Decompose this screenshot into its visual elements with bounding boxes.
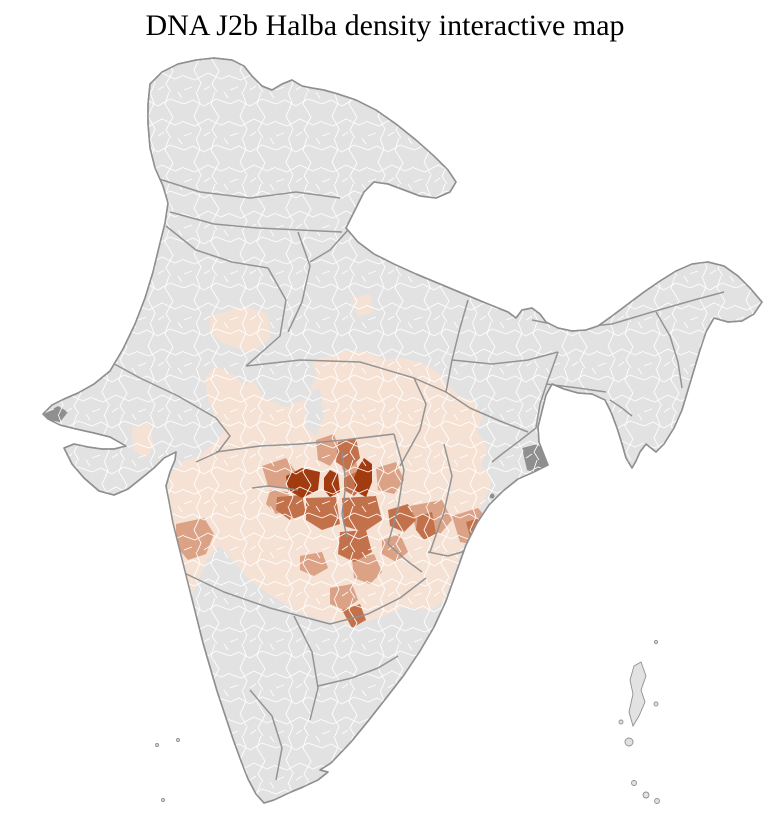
page-title: DNA J2b Halba density interactive map [145,9,625,42]
island-dot [155,743,159,747]
island-dot [618,719,624,725]
lakshadweep-islands [155,738,180,802]
island-dot [624,737,634,747]
india-outline [42,57,763,804]
island-dot [654,798,660,804]
andaman-island [628,661,647,728]
district-grid-overlay [43,58,762,803]
andaman-nicobar-islands [618,640,660,804]
state-borders [95,177,725,781]
island-dot [654,640,658,644]
island-dot [176,738,180,742]
island-dot [642,791,650,799]
island-dot [631,780,637,786]
island-dot [653,701,659,707]
island-dot [161,798,165,802]
